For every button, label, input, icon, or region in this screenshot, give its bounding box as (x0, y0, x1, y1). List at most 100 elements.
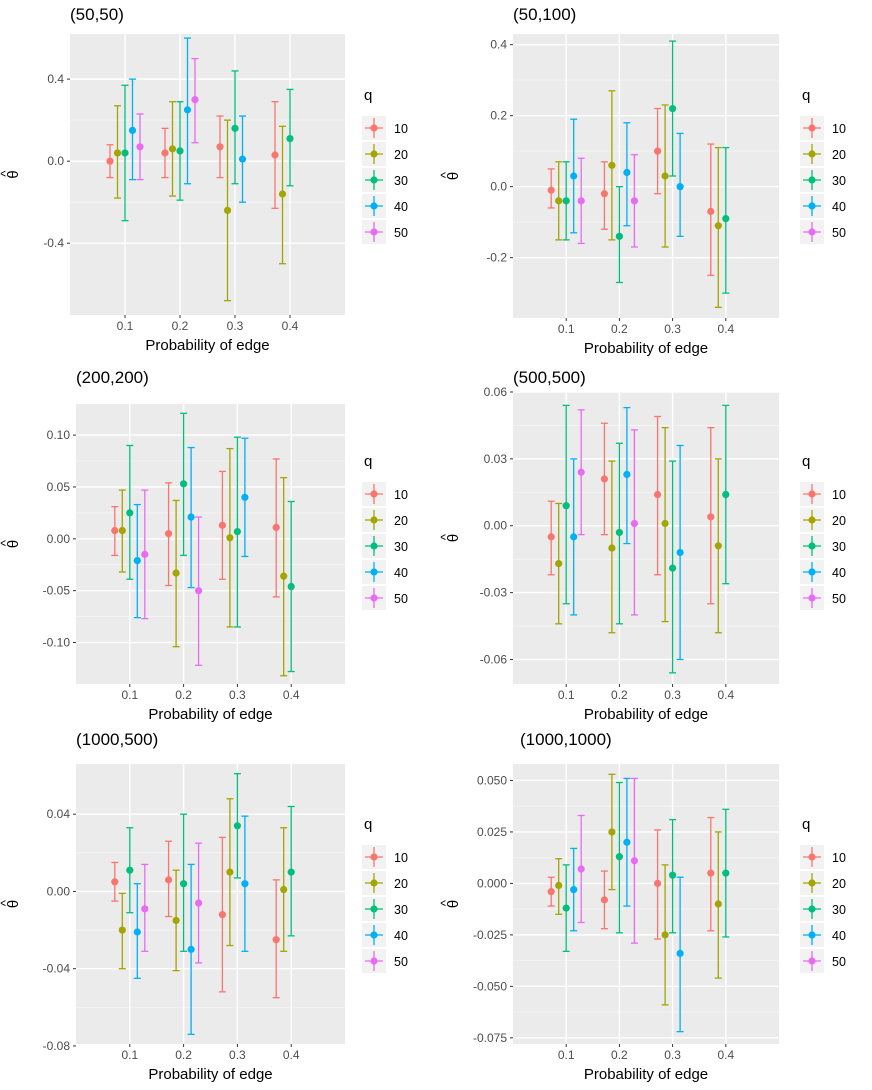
data-point-q20 (608, 828, 616, 836)
legend-title: q (802, 87, 810, 104)
data-point-q40 (570, 172, 578, 180)
y-tick-label: -0.03 (480, 586, 508, 600)
y-tick-label: -0.2 (486, 251, 507, 265)
legend-key-point (808, 150, 816, 158)
data-point-q50 (136, 143, 144, 151)
legend-label: 10 (832, 122, 846, 136)
legend-label: 10 (832, 851, 846, 865)
data-point-q30 (126, 866, 134, 874)
data-point-q40 (570, 885, 578, 894)
data-point-q30 (233, 527, 241, 536)
data-point-q30 (287, 868, 295, 876)
data-point-q10 (547, 533, 555, 541)
legend-label: 40 (832, 566, 846, 580)
y-tick-label: 0.025 (477, 825, 507, 839)
chart-panel-6: -0.075 -0.050 -0.025 0.000 0.025 0.050 0.1 0.2 0… (438, 730, 846, 1083)
legend-key-point (808, 931, 816, 939)
legend: q 10 20 30 40 50 (362, 87, 408, 244)
y-axis-label: θ (5, 900, 22, 908)
data-point-q40 (623, 470, 631, 479)
data-point-q50 (577, 865, 585, 873)
data-point-q10 (707, 513, 715, 521)
legend-label: 40 (394, 566, 408, 580)
data-point-q20 (714, 222, 722, 230)
data-point-q40 (241, 880, 249, 888)
data-point-q20 (661, 519, 669, 528)
data-point-q30 (286, 135, 294, 143)
data-point-q30 (562, 502, 570, 510)
y-axis-label: θ (445, 172, 462, 180)
data-point-q40 (676, 949, 684, 958)
data-point-q30 (722, 215, 730, 223)
legend-label: 20 (832, 514, 846, 528)
legend-label: 50 (832, 226, 846, 240)
legend: q 10 20 30 40 50 (362, 816, 408, 973)
y-tick-label: 0.00 (484, 519, 508, 533)
data-point-q20 (118, 526, 126, 535)
x-tick-label: 0.3 (227, 319, 244, 333)
data-point-q50 (195, 899, 203, 907)
legend-key-point (808, 957, 816, 965)
data-point-q50 (577, 468, 585, 476)
x-tick-label: 0.3 (229, 688, 246, 702)
data-point-q30 (233, 822, 241, 830)
y-tick-label: 0.06 (484, 385, 508, 399)
legend-label: 50 (394, 955, 408, 969)
data-point-q20 (223, 206, 232, 214)
data-point-q10 (165, 876, 173, 884)
x-tick-label: 0.3 (229, 1048, 246, 1062)
data-point-q20 (226, 868, 234, 876)
data-point-q10 (165, 530, 173, 538)
chart-panel-1: -0.4 0.0 0.4 0.1 0.2 0.3 0.4 (50,50) Probability… (0, 5, 408, 354)
legend-label: 30 (832, 174, 846, 188)
data-point-q50 (191, 96, 199, 104)
legend-label: 30 (832, 540, 846, 554)
data-point-q10 (106, 157, 114, 165)
legend-label: 30 (394, 540, 408, 554)
y-tick-label: 0.0 (490, 180, 507, 194)
plot-background (76, 404, 345, 684)
data-point-q40 (187, 945, 195, 953)
y-axis-label-hat: ^ (0, 539, 13, 546)
y-tick-label: 0.0 (47, 154, 64, 168)
chart-panel-3: -0.10 -0.05 0.00 0.05 0.10 0.1 0.2 0.3 0.4 (200,2… (0, 368, 408, 723)
data-point-q40 (128, 126, 137, 135)
y-tick-label: 0.00 (47, 884, 71, 898)
legend-label: 30 (394, 174, 408, 188)
x-tick-label: 0.2 (172, 319, 189, 333)
legend-key-point (370, 905, 378, 913)
y-tick-label: 0.050 (477, 773, 507, 787)
y-axis-label-hat: ^ (438, 171, 453, 178)
x-tick-label: 0.2 (175, 688, 192, 702)
legend-key-point (370, 176, 378, 184)
y-tick-label: -0.025 (473, 928, 507, 942)
plot-background (513, 392, 779, 684)
data-point-q40 (187, 513, 195, 521)
data-point-q30 (562, 197, 570, 205)
data-point-q20 (608, 161, 616, 169)
chart-title: (200,200) (76, 368, 149, 387)
y-tick-label: -0.050 (473, 979, 507, 993)
data-point-q40 (676, 183, 684, 191)
legend-key-point (808, 516, 816, 524)
data-point-q20 (280, 885, 288, 894)
legend-key-point (370, 957, 378, 965)
data-point-q10 (218, 521, 226, 529)
x-tick-label: 0.4 (283, 688, 300, 702)
data-point-q10 (654, 490, 662, 499)
data-point-q30 (669, 871, 677, 879)
data-point-q10 (161, 149, 169, 157)
legend-label: 40 (832, 929, 846, 943)
y-axis-label: θ (445, 534, 462, 542)
legend-key-point (370, 150, 378, 158)
data-point-q20 (555, 197, 563, 205)
data-point-q20 (172, 916, 180, 925)
x-tick-label: 0.2 (175, 1048, 192, 1062)
y-tick-label: 0.00 (47, 532, 71, 546)
data-point-q10 (654, 147, 662, 155)
legend: q 10 20 30 40 50 (800, 816, 846, 973)
data-point-q10 (111, 526, 119, 535)
legend-key-point (808, 228, 816, 236)
data-point-q30 (615, 853, 624, 861)
data-point-q40 (623, 838, 631, 846)
